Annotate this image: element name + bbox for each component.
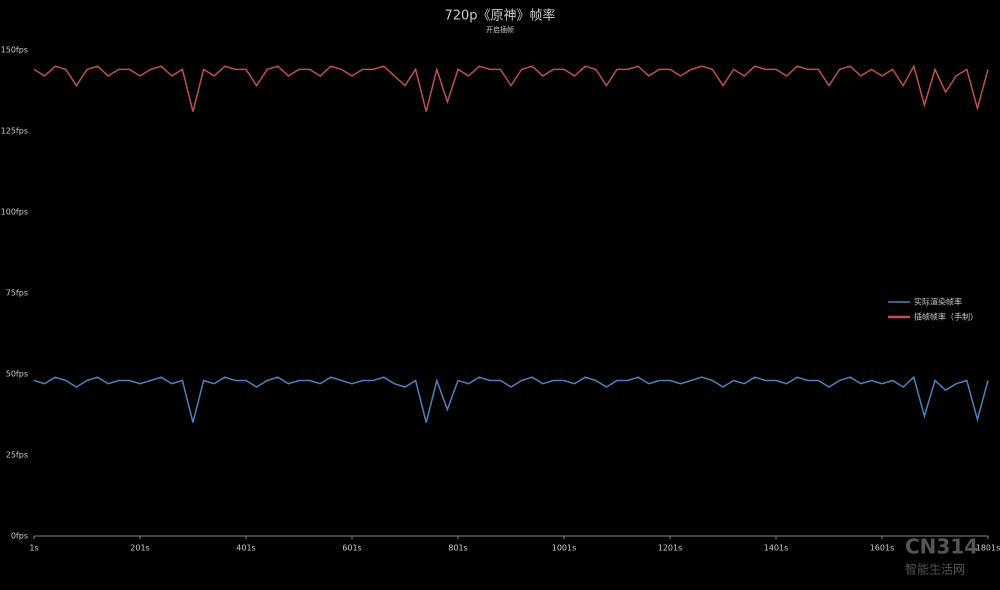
x-tick-label: 401s [236, 544, 255, 553]
watermark: 智能生活网 [905, 562, 965, 577]
y-tick-label: 100fps [1, 208, 28, 217]
y-tick-label: 125fps [1, 127, 28, 136]
x-tick-label: 1401s [764, 544, 789, 553]
chart-title: 720p《原神》帧率 [444, 8, 555, 24]
x-tick-label: 801s [448, 544, 467, 553]
y-tick-label: 150fps [1, 46, 28, 55]
y-tick-label: 75fps [6, 289, 28, 298]
x-tick-label: 201s [130, 544, 149, 553]
x-tick-label: 1801s [976, 544, 1000, 553]
series-line [33, 64, 989, 112]
y-tick-label: 50fps [6, 370, 28, 379]
y-tick-label: 0fps [11, 532, 28, 541]
chart-subtitle: 开启插帧 [486, 25, 514, 34]
watermark: CN314 [905, 535, 978, 559]
y-tick-label: 25fps [6, 451, 28, 460]
x-tick-label: 601s [342, 544, 361, 553]
legend-label: 实际渲染帧率 [914, 297, 962, 307]
legend-label: 插帧帧率（手制） [914, 312, 978, 322]
x-tick-label: 1001s [552, 544, 577, 553]
series-line [33, 375, 989, 423]
x-tick-label: 1s [29, 544, 38, 553]
x-tick-label: 1601s [870, 544, 895, 553]
x-tick-label: 1201s [658, 544, 683, 553]
